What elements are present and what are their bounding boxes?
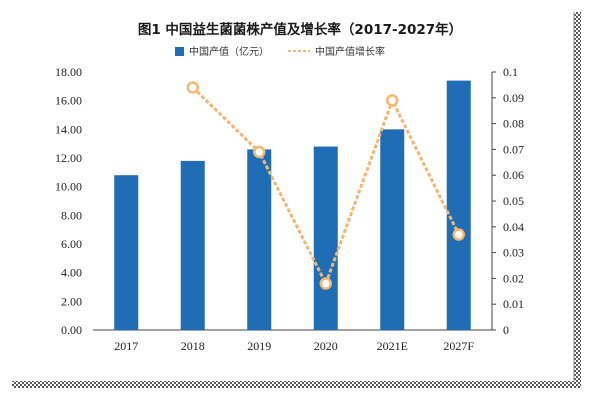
right-tick-label: 0.1	[503, 65, 518, 79]
bar	[446, 80, 471, 330]
legend: 中国产值（亿元） 中国产值增长率	[175, 45, 385, 58]
left-tick-label: 0.00	[61, 323, 82, 337]
bar	[180, 160, 205, 330]
right-tick-label: 0.02	[503, 271, 524, 285]
left-tick-label: 12.00	[55, 151, 82, 165]
legend-bar-swatch	[175, 47, 184, 56]
x-axis-labels: 2017 2018 2019 2020 2021E 2027F	[114, 339, 474, 353]
x-tick-label: 2018	[181, 339, 205, 353]
right-tick-label: 0	[503, 323, 509, 337]
frame-bottom-shadow	[12, 381, 581, 388]
growth-point	[319, 277, 332, 290]
right-tick-label: 0.01	[503, 297, 524, 311]
bar	[114, 175, 139, 330]
x-tick-label: 2021E	[377, 339, 408, 353]
growth-point	[253, 145, 266, 159]
left-tick-label: 4.00	[61, 266, 82, 280]
left-tick-label: 2.00	[61, 294, 82, 308]
growth-point	[386, 94, 399, 107]
x-tick-label: 2020	[314, 339, 338, 353]
right-tick-label: 0.03	[503, 246, 524, 260]
bar	[313, 146, 338, 330]
x-tick-label: 2027F	[443, 339, 474, 353]
left-tick-label: 14.00	[55, 122, 82, 136]
right-axis-ticks: 0 0.01 0.02 0.03 0.04 0.05 0.06 0.07 0.08 0.09 0.1	[492, 65, 524, 337]
right-tick-label: 0.07	[503, 142, 524, 156]
left-tick-label: 6.00	[61, 237, 82, 251]
growth-point	[186, 81, 199, 94]
bar	[380, 129, 405, 330]
left-tick-label: 10.00	[55, 180, 82, 194]
growth-line	[186, 81, 465, 290]
legend-bar-label: 中国产值（亿元）	[189, 45, 269, 58]
right-tick-label: 0.06	[503, 168, 524, 182]
bars	[114, 80, 471, 330]
x-tick-label: 2017	[114, 339, 138, 353]
chart-title: 图1 中国益生菌菌株产值及增长率（2017-2027年）	[138, 21, 462, 38]
frame-right-shadow	[574, 12, 581, 388]
right-tick-label: 0.08	[503, 117, 524, 131]
right-tick-label: 0.04	[503, 220, 524, 234]
x-tick-label: 2019	[247, 339, 271, 353]
right-tick-label: 0.05	[503, 194, 524, 208]
right-tick-label: 0.09	[503, 91, 524, 105]
growth-point	[452, 228, 465, 241]
left-tick-label: 18.00	[55, 65, 82, 79]
left-tick-label: 16.00	[55, 94, 82, 108]
left-tick-label: 8.00	[61, 208, 82, 222]
bar	[247, 149, 272, 330]
left-axis-ticks: 0.00 2.00 4.00 6.00 8.00 10.00 12.00 14.00 16.00…	[55, 65, 82, 337]
legend-line-label: 中国产值增长率	[315, 45, 385, 58]
